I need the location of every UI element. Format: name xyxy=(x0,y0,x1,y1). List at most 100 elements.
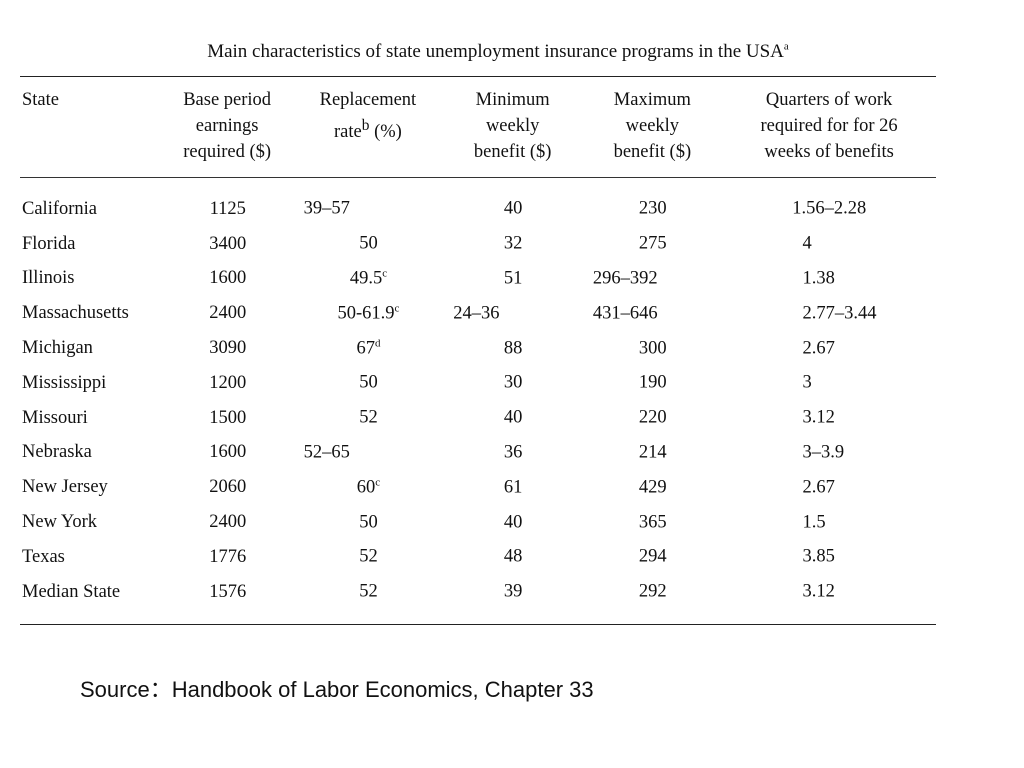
cell-maximum-benefit-value: 230 xyxy=(638,198,667,219)
cell-quarters: 2.77–3.44 xyxy=(723,296,936,331)
cell-minimum-benefit: 88 xyxy=(443,331,583,366)
cell-minimum-benefit: 39 xyxy=(443,575,583,610)
cell-quarters-value: 1.56–2.28 xyxy=(792,198,867,219)
cell-minimum-benefit-value: 40 xyxy=(503,407,523,428)
table-row: New Jersey 2060 60c 61 429 2.67 xyxy=(20,470,936,505)
cell-quarters: 1.5 xyxy=(723,505,936,540)
cell-maximum-benefit: 275 xyxy=(583,227,723,262)
cell-quarters-value: 2.67 xyxy=(802,338,835,359)
cell-quarters-value: 3–3.9 xyxy=(802,442,845,463)
table-row: Missouri 1500 52 40 220 3.12 xyxy=(20,401,936,436)
cell-base-earnings: 2400 xyxy=(209,512,247,533)
table-row: New York 2400 50 40 365 1.5 xyxy=(20,505,936,540)
cell-state: New York xyxy=(22,512,98,533)
cell-minimum-benefit: 30 xyxy=(443,366,583,401)
cell-replacement-rate-value: 49.5c xyxy=(349,267,388,289)
cell-base-earnings: 2400 xyxy=(209,303,247,324)
cell-quarters: 2.67 xyxy=(723,331,936,366)
cell-state: Mississippi xyxy=(22,372,107,393)
cell-replacement-rate: 39–57 xyxy=(294,192,444,227)
table-row: Mississippi 1200 50 30 190 3 xyxy=(20,366,936,401)
cell-minimum-benefit: 48 xyxy=(443,540,583,575)
cell-replacement-rate-value: 52 xyxy=(359,407,378,428)
cell-minimum-benefit: 61 xyxy=(443,470,583,505)
cell-maximum-benefit-value: 275 xyxy=(638,233,667,254)
bottom-rule xyxy=(20,623,936,625)
table-title-text: Main characteristics of state unemployme… xyxy=(207,41,784,62)
cell-quarters-value: 1.5 xyxy=(802,512,826,533)
cell-replacement-rate-value: 50 xyxy=(359,512,378,533)
cell-maximum-benefit: 294 xyxy=(583,540,723,575)
cell-state: Median State xyxy=(22,581,121,602)
table-row: Nebraska 1600 52–65 36 214 3–3.9 xyxy=(20,436,936,471)
cell-state: Nebraska xyxy=(22,442,92,463)
footnote-mark: c xyxy=(382,267,388,280)
cell-replacement-rate-value: 52–65 xyxy=(303,442,350,463)
cell-quarters: 1.56–2.28 xyxy=(723,192,936,227)
top-rule xyxy=(20,76,936,77)
title-footnote-mark: a xyxy=(783,40,789,53)
header-maximum-benefit: Maximum weekly benefit ($) xyxy=(613,90,692,162)
footnote-mark: d xyxy=(374,336,381,349)
cell-quarters: 3.85 xyxy=(723,540,936,575)
cell-maximum-benefit-value: 300 xyxy=(638,338,667,359)
cell-minimum-benefit-value: 40 xyxy=(503,198,523,219)
table-row: California 1125 39–57 40 230 1.56–2.28 xyxy=(20,192,936,227)
header-replacement-rate: Replacement rateb (%) xyxy=(319,90,417,143)
header-rule xyxy=(20,177,936,178)
cell-minimum-benefit-value: 36 xyxy=(503,442,523,463)
cell-state: California xyxy=(22,198,98,219)
cell-base-earnings: 1600 xyxy=(209,268,247,289)
cell-replacement-rate-value: 60c xyxy=(356,476,381,498)
cell-base-earnings: 1600 xyxy=(209,442,247,463)
cell-base-earnings: 1776 xyxy=(209,546,247,567)
cell-minimum-benefit-value: 39 xyxy=(503,581,523,602)
cell-minimum-benefit: 51 xyxy=(443,262,583,297)
header-minimum-benefit: Minimum weekly benefit ($) xyxy=(473,90,552,162)
cell-replacement-rate-value: 50-61.9c xyxy=(337,302,400,324)
cell-replacement-rate-value: 50 xyxy=(359,233,378,254)
cell-replacement-rate-value: 39–57 xyxy=(303,198,350,219)
header-state: State xyxy=(22,90,59,110)
cell-replacement-rate: 49.5c xyxy=(294,262,444,297)
cell-quarters-value: 4 xyxy=(802,233,812,254)
cell-quarters: 3.12 xyxy=(723,575,936,610)
cell-maximum-benefit: 292 xyxy=(583,575,723,610)
footnote-mark: c xyxy=(375,476,381,489)
cell-state: Texas xyxy=(22,546,65,567)
cell-quarters-value: 1.38 xyxy=(802,268,835,289)
cell-minimum-benefit-value: 88 xyxy=(503,338,523,359)
cell-minimum-benefit: 24–36 xyxy=(443,296,583,331)
cell-quarters: 3.12 xyxy=(723,401,936,436)
cell-replacement-rate: 50-61.9c xyxy=(294,296,444,331)
cell-maximum-benefit: 431–646 xyxy=(583,296,723,331)
cell-quarters: 3–3.9 xyxy=(723,436,936,471)
cell-quarters-value: 3.12 xyxy=(802,407,835,428)
cell-maximum-benefit: 296–392 xyxy=(583,262,723,297)
table-header: State Base period earnings required ($) … xyxy=(20,77,936,177)
cell-replacement-rate-value: 67d xyxy=(356,336,381,359)
cell-base-earnings: 1125 xyxy=(209,198,246,219)
header-quarters-of-work: Quarters of work required for for 26 wee… xyxy=(760,90,898,162)
cell-base-earnings: 2060 xyxy=(209,477,247,498)
cell-maximum-benefit-value: 214 xyxy=(638,442,667,463)
cell-replacement-rate-value: 52 xyxy=(359,546,378,567)
cell-maximum-benefit: 365 xyxy=(583,505,723,540)
cell-state: Massachusetts xyxy=(22,303,129,324)
cell-minimum-benefit: 40 xyxy=(443,401,583,436)
cell-maximum-benefit-value: 365 xyxy=(638,512,667,533)
cell-maximum-benefit: 190 xyxy=(583,366,723,401)
cell-maximum-benefit: 429 xyxy=(583,470,723,505)
table-row: Illinois 1600 49.5c 51 296–392 1.38 xyxy=(20,262,936,297)
source-note: Source：Handbook of Labor Economics, Chap… xyxy=(80,677,594,702)
table-row: Florida 3400 50 32 275 4 xyxy=(20,227,936,262)
cell-maximum-benefit: 300 xyxy=(583,331,723,366)
cell-minimum-benefit-value: 24–36 xyxy=(453,303,500,324)
insurance-table-figure: Main characteristics of state unemployme… xyxy=(20,34,936,625)
table-row: Massachusetts 2400 50-61.9c 24–36 431–646 2.7… xyxy=(20,296,936,331)
cell-replacement-rate-value: 52 xyxy=(359,581,378,602)
cell-minimum-benefit: 36 xyxy=(443,436,583,471)
cell-maximum-benefit-value: 296–392 xyxy=(592,268,658,289)
cell-maximum-benefit-value: 294 xyxy=(638,546,667,567)
table-body: California 1125 39–57 40 230 1.56–2.28 Florida… xyxy=(20,192,936,610)
